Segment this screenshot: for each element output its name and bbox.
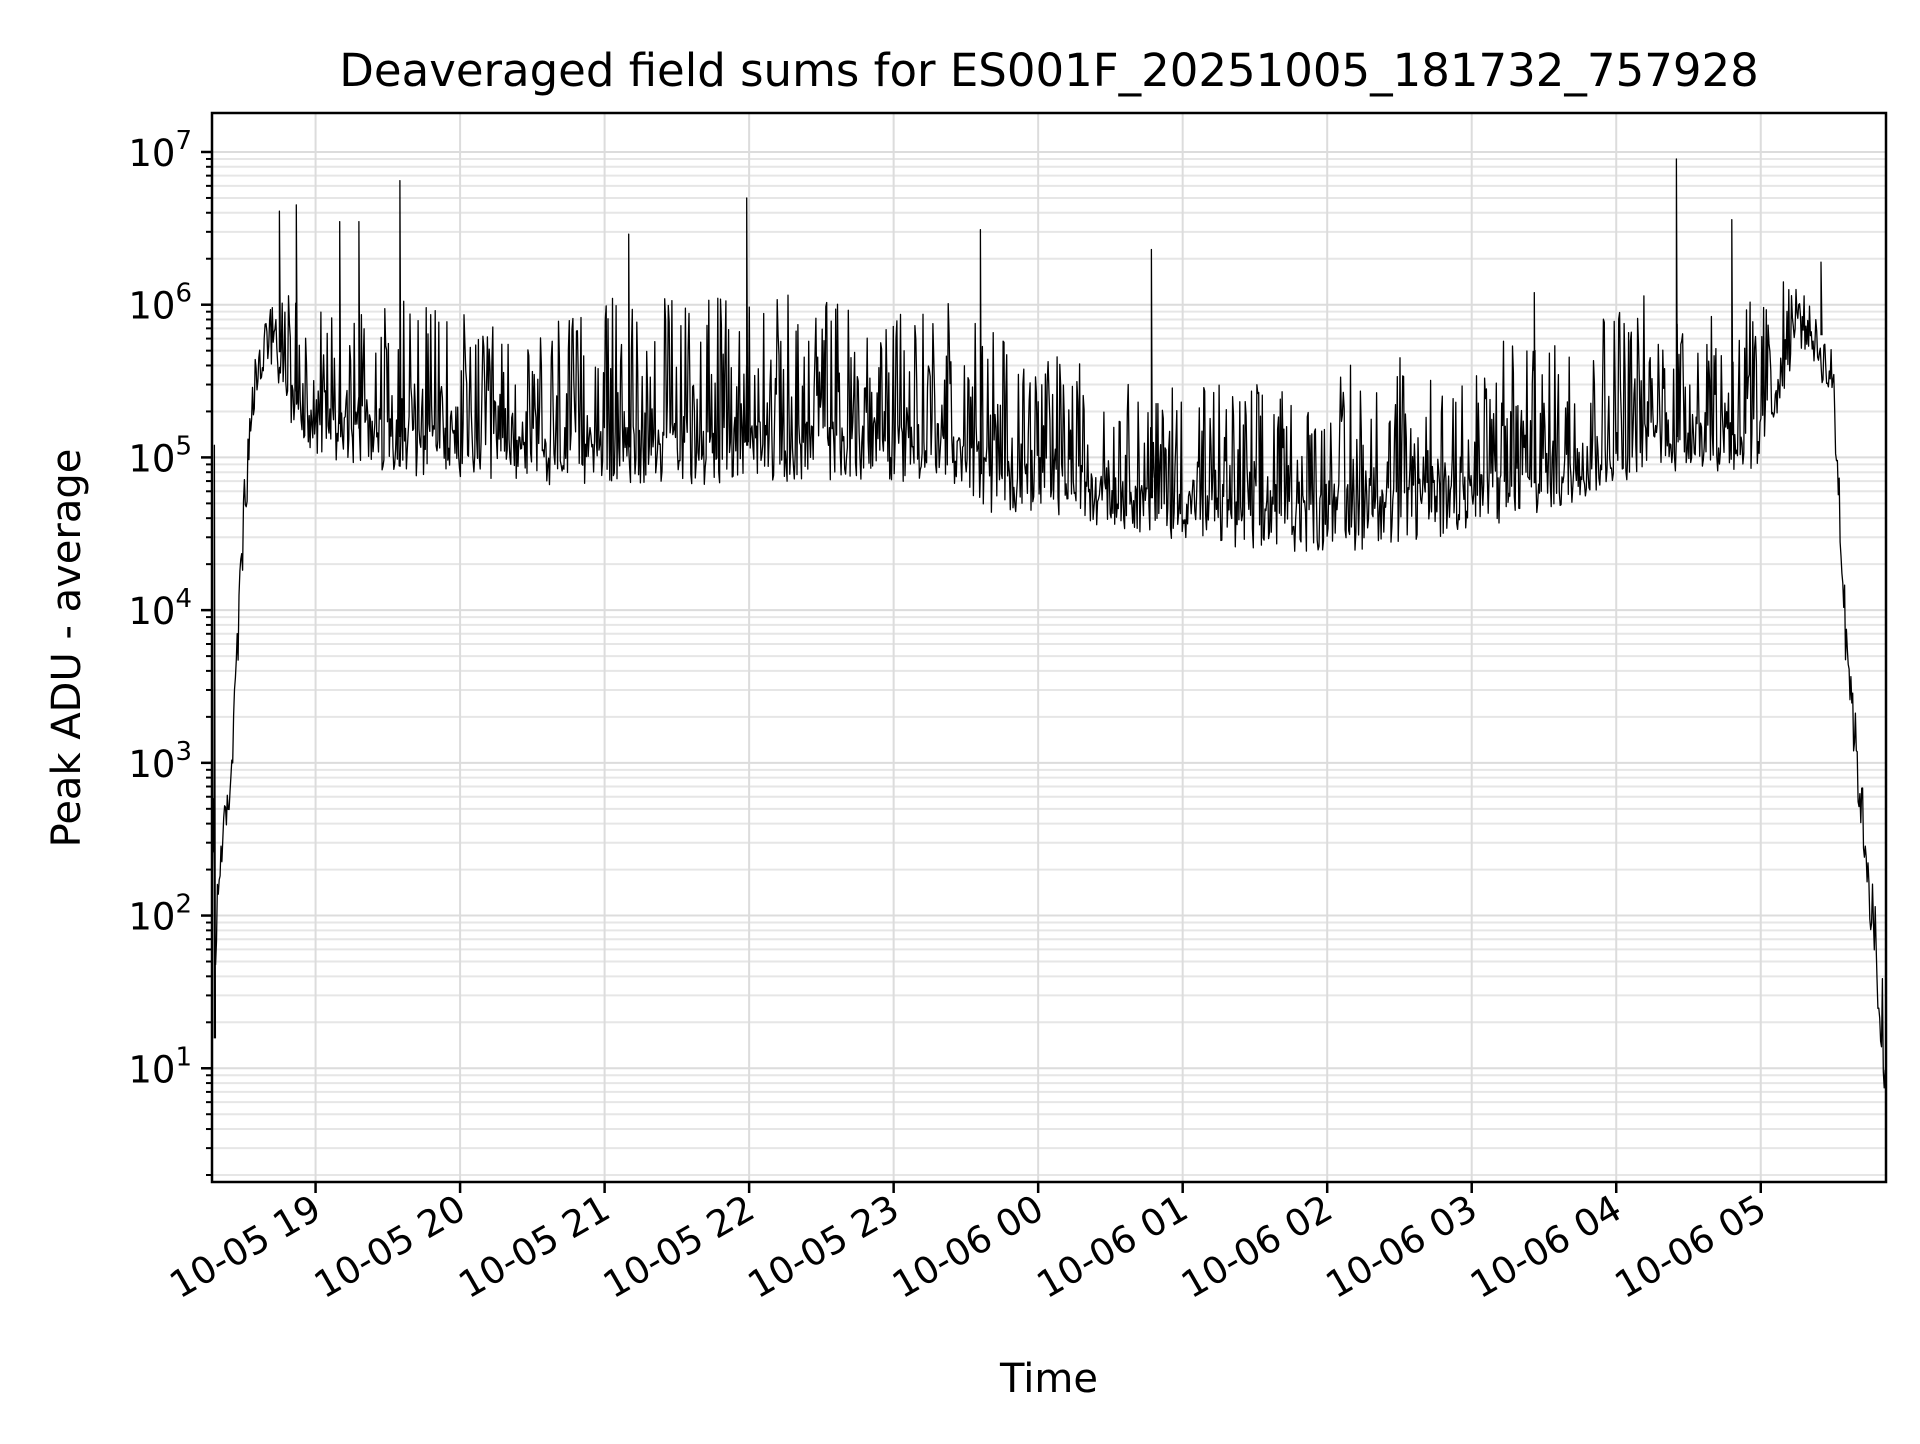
grid bbox=[212, 113, 1886, 1182]
series-line bbox=[211, 158, 1886, 1089]
y-tick-label: 104 bbox=[128, 584, 192, 633]
y-tick-label: 102 bbox=[128, 890, 192, 939]
y-tick-label: 107 bbox=[128, 126, 192, 175]
y-tick-label: 105 bbox=[128, 431, 192, 480]
y-axis-label: Peak ADU - average bbox=[44, 449, 90, 848]
plot-frame bbox=[210, 111, 1888, 1184]
chart-title: Deaveraged field sums for ES001F_2025100… bbox=[339, 44, 1758, 97]
y-tick-label: 103 bbox=[128, 737, 192, 786]
x-axis-label: Time bbox=[999, 1356, 1098, 1402]
y-tick-label: 101 bbox=[128, 1042, 192, 1091]
y-tick-label: 106 bbox=[128, 279, 192, 328]
